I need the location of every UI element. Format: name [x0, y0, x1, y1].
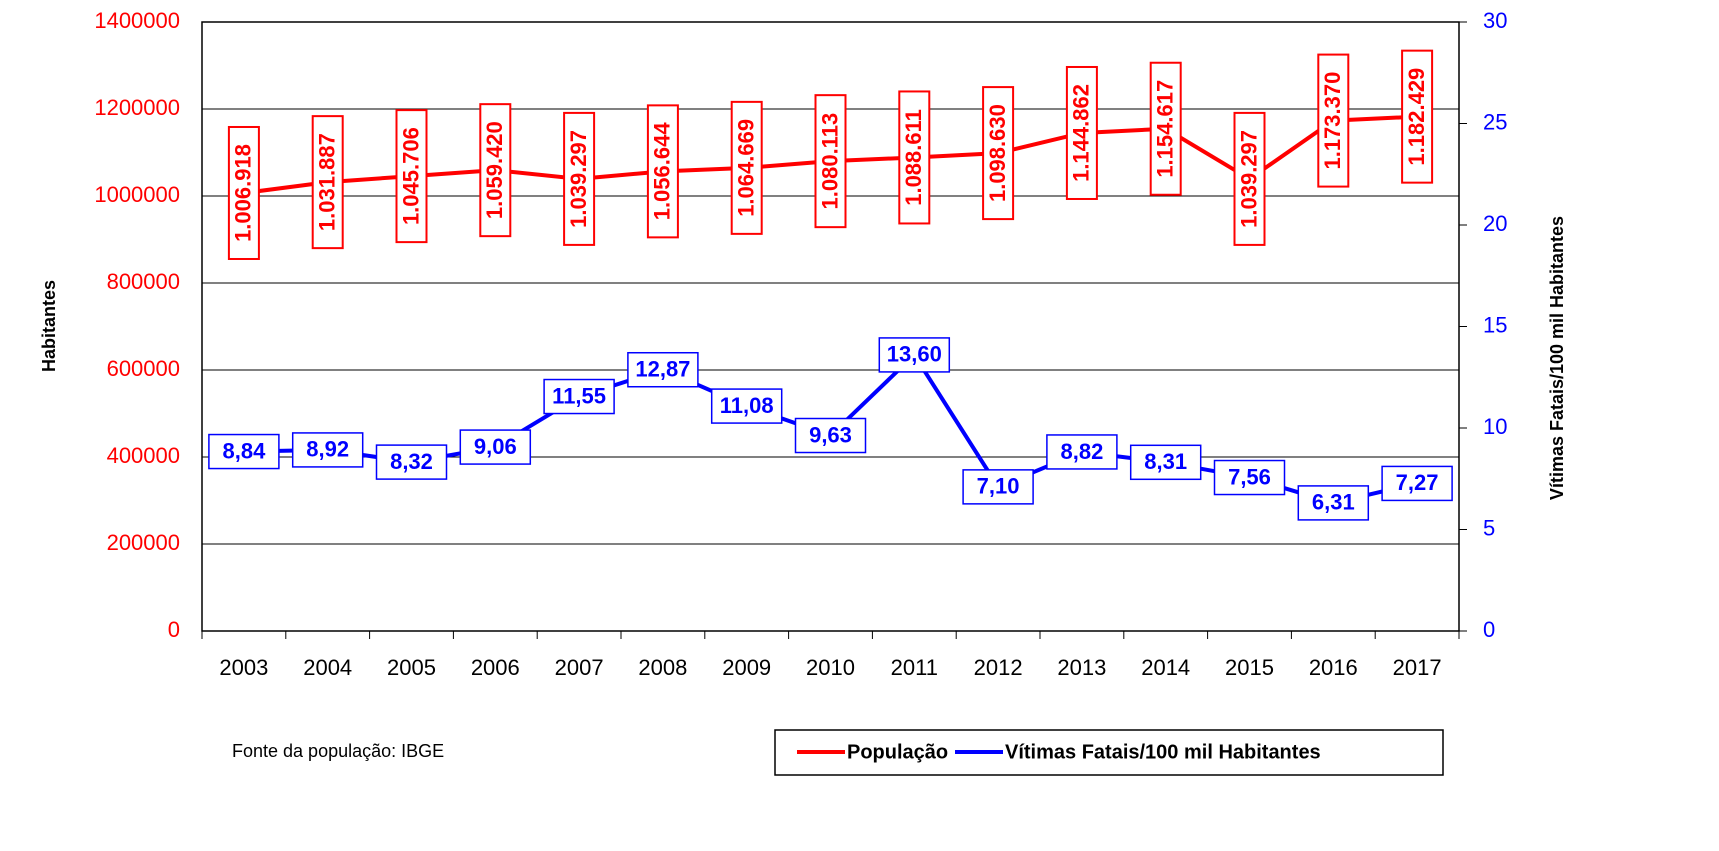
- label-box: [794, 417, 867, 454]
- label-box: [898, 90, 931, 225]
- label-box: [646, 104, 679, 239]
- data-label: 9,06: [474, 434, 517, 459]
- x-tick-label: 2014: [1141, 655, 1190, 680]
- label-box: [543, 378, 615, 415]
- y-tick-label: 0: [168, 617, 180, 642]
- label-box: [710, 388, 783, 424]
- y2-tick-label: 15: [1483, 312, 1507, 337]
- data-label: 8,82: [1060, 439, 1103, 464]
- x-tick-label: 2012: [974, 655, 1023, 680]
- data-label: 1.045.706: [398, 127, 423, 225]
- data-label: 7,27: [1396, 470, 1439, 495]
- y-tick-label: 1400000: [94, 8, 180, 33]
- label-box: [814, 94, 847, 229]
- data-label: 1.154.617: [1153, 80, 1178, 178]
- y-tick-label: 600000: [107, 356, 180, 381]
- data-label: 1.098.630: [985, 104, 1010, 202]
- label-box: [291, 432, 364, 468]
- plot-frame: [201, 21, 1460, 632]
- label-box: [1233, 111, 1266, 246]
- label-box: [1129, 444, 1202, 481]
- x-tick-label: 2009: [722, 655, 771, 680]
- y-tick-label: 400000: [107, 443, 180, 468]
- note: Fonte da população: IBGE: [232, 741, 444, 761]
- data-label: 8,84: [222, 438, 266, 463]
- data-label: 1.059.420: [482, 121, 507, 219]
- data-label: 7,10: [977, 474, 1020, 499]
- x-tick-label: 2007: [555, 655, 604, 680]
- x-tick-label: 2010: [806, 655, 855, 680]
- label-box: [1317, 53, 1350, 188]
- y-tick-label: 1200000: [94, 95, 180, 120]
- x-tick-label: 2005: [387, 655, 436, 680]
- label-box: [1213, 459, 1286, 496]
- data-label: 7,56: [1228, 464, 1271, 489]
- y-axis-label: Habitantes: [39, 280, 59, 372]
- y2-tick-label: 25: [1483, 109, 1507, 134]
- label-box: [1065, 65, 1098, 200]
- data-label: 1.064.669: [734, 119, 759, 217]
- data-label: 1.144.862: [1069, 84, 1094, 182]
- x-tick-label: 2016: [1309, 655, 1358, 680]
- y2-tick-label: 30: [1483, 8, 1507, 33]
- legend-label: Vítimas Fatais/100 mil Habitantes: [1005, 741, 1321, 763]
- label-box: [730, 100, 763, 235]
- data-label: 1.031.887: [315, 133, 340, 231]
- x-tick-label: 2008: [638, 655, 687, 680]
- y-tick-label: 200000: [107, 530, 180, 555]
- label-box: [878, 337, 951, 373]
- label-box: [227, 125, 260, 260]
- x-tick-label: 2004: [303, 655, 352, 680]
- x-tick-label: 2006: [471, 655, 520, 680]
- y2-axis-label: Vítimas Fatais/100 mil Habitantes: [1547, 216, 1567, 500]
- y2-tick-label: 0: [1483, 617, 1495, 642]
- data-label: 1.088.611: [901, 109, 926, 206]
- x-tick-label: 2013: [1057, 655, 1106, 680]
- label-box: [627, 351, 699, 388]
- data-label: 9,63: [809, 422, 852, 447]
- data-label: 12,87: [635, 357, 690, 382]
- data-label: 8,92: [306, 437, 349, 462]
- label-box: [311, 115, 344, 250]
- label-box: [982, 86, 1015, 221]
- y2-tick-label: 10: [1483, 414, 1507, 439]
- data-label: 8,32: [390, 449, 433, 474]
- label-box: [375, 444, 448, 480]
- label-box: [1297, 485, 1370, 521]
- y-tick-label: 800000: [107, 269, 180, 294]
- label-box: [1401, 49, 1434, 184]
- legend-label: População: [847, 741, 948, 763]
- data-label: 1.173.370: [1320, 72, 1345, 170]
- data-label: 1.182.429: [1404, 68, 1429, 166]
- label-box: [208, 433, 280, 470]
- label-box: [479, 103, 512, 238]
- label-box: [395, 109, 428, 244]
- data-label: 1.006.918: [231, 144, 256, 242]
- data-label: 11,55: [552, 383, 606, 408]
- x-tick-label: 2011: [891, 655, 938, 680]
- label-box: [459, 429, 532, 465]
- data-label: 8,31: [1144, 449, 1187, 474]
- label-box: [1046, 434, 1118, 470]
- data-label: 1.080.113: [817, 113, 842, 210]
- legend: [774, 729, 1444, 776]
- y2-tick-label: 5: [1483, 515, 1495, 540]
- label-box: [1381, 465, 1453, 502]
- data-label: 6,31: [1312, 490, 1355, 515]
- data-label: 1.039.297: [566, 130, 591, 228]
- x-tick-label: 2017: [1393, 655, 1442, 680]
- label-box: [962, 469, 1034, 505]
- y-tick-label: 1000000: [94, 182, 180, 207]
- y2-tick-label: 20: [1483, 211, 1507, 236]
- x-tick-label: 2015: [1225, 655, 1274, 680]
- label-box: [563, 111, 596, 246]
- data-label: 13,60: [887, 342, 942, 367]
- data-label: 1.056.644: [650, 122, 675, 221]
- data-label: 1.039.297: [1236, 130, 1261, 228]
- data-label: 11,08: [720, 393, 774, 418]
- x-tick-label: 2003: [219, 655, 268, 680]
- label-box: [1149, 61, 1182, 196]
